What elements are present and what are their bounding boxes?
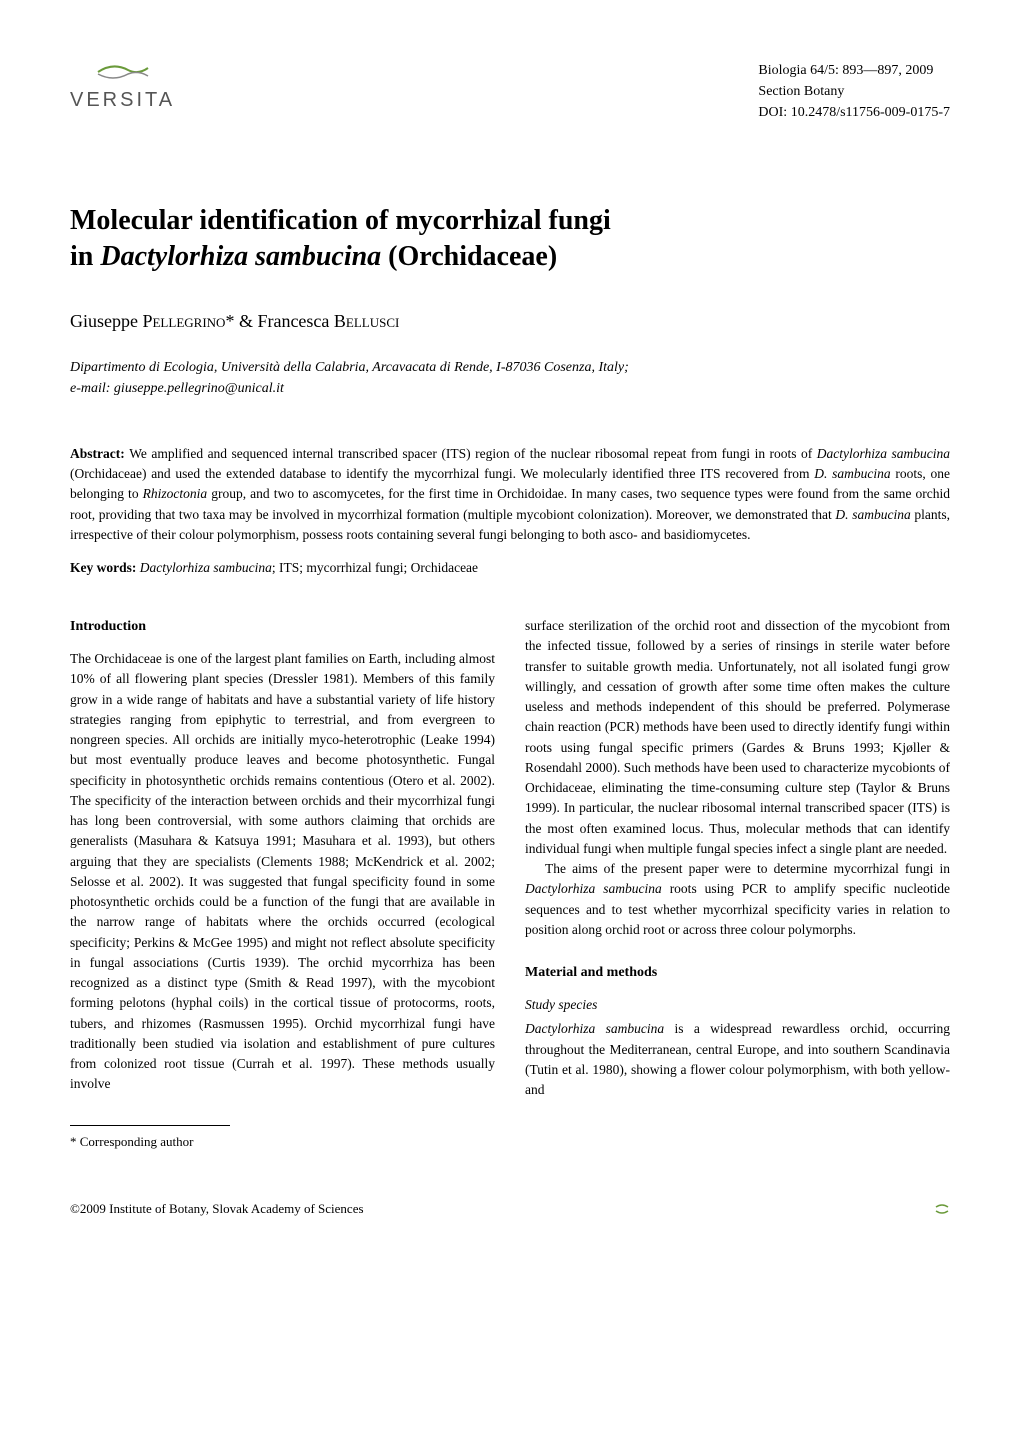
study-species-name: Dactylorhiza sambucina — [525, 1021, 664, 1036]
author2-last: Bellusci — [334, 311, 399, 331]
journal-section: Section Botany — [758, 81, 950, 102]
keywords-rest: ; ITS; mycorrhizal fungi; Orchidaceae — [272, 560, 478, 575]
author1-mark: * — [225, 311, 239, 331]
keywords: Key words: Dactylorhiza sambucina; ITS; … — [70, 560, 950, 576]
author2-first: Francesca — [257, 311, 333, 331]
author1-last: Pellegrino — [142, 311, 225, 331]
authors: Giuseppe Pellegrino* & Francesca Bellusc… — [70, 311, 950, 332]
abstract-species-1: Dactylorhiza sambucina — [817, 446, 950, 461]
publisher-logo-text: VERSITA — [70, 89, 175, 112]
intro-p3-species: Dactylorhiza sambucina — [525, 881, 662, 896]
introduction-p1: The Orchidaceae is one of the largest pl… — [70, 649, 495, 1095]
abstract: Abstract: We amplified and sequenced int… — [70, 444, 950, 545]
introduction-p2: surface sterilization of the orchid root… — [525, 616, 950, 859]
author1-first: Giuseppe — [70, 311, 142, 331]
study-species-p1: Dactylorhiza sambucina is a widespread r… — [525, 1019, 950, 1100]
intro-p3-pre: The aims of the present paper were to de… — [545, 861, 950, 876]
affiliation: Dipartimento di Ecologia, Università del… — [70, 357, 950, 399]
abstract-label: Abstract: — [70, 446, 129, 461]
study-species-subheading: Study species — [525, 995, 950, 1015]
journal-citation: Biologia 64/5: 893—897, 2009 — [758, 60, 950, 81]
title-line2-suffix: (Orchidaceae) — [381, 241, 557, 272]
keywords-label: Key words: — [70, 560, 140, 575]
introduction-heading: Introduction — [70, 616, 495, 637]
keyword-species: Dactylorhiza sambucina — [140, 560, 272, 575]
versita-logo-mark — [93, 60, 153, 85]
footnote-rule — [70, 1125, 230, 1126]
corresponding-author-footnote: * Corresponding author — [70, 1132, 495, 1152]
copyright-text: ©2009 Institute of Botany, Slovak Academ… — [70, 1201, 364, 1217]
affiliation-email: e-mail: giuseppe.pellegrino@unical.it — [70, 381, 284, 396]
abstract-species-2: D. sambucina — [814, 466, 890, 481]
materials-heading: Material and methods — [525, 962, 950, 983]
paper-title: Molecular identification of mycorrhizal … — [70, 203, 950, 276]
left-column: Introduction The Orchidaceae is one of t… — [70, 616, 495, 1151]
title-species: Dactylorhiza sambucina — [100, 241, 381, 272]
title-line2-prefix: in — [70, 241, 100, 272]
affiliation-line1: Dipartimento di Ecologia, Università del… — [70, 360, 629, 375]
abstract-species-3: D. sambucina — [835, 507, 910, 522]
right-column: surface sterilization of the orchid root… — [525, 616, 950, 1151]
journal-doi: DOI: 10.2478/s11756-009-0175-7 — [758, 102, 950, 123]
page-footer: ©2009 Institute of Botany, Slovak Academ… — [70, 1201, 950, 1217]
versita-footer-logo — [934, 1201, 950, 1217]
introduction-p3: The aims of the present paper were to de… — [525, 859, 950, 940]
publisher-logo: VERSITA — [70, 60, 175, 112]
authors-conjunction: & — [239, 311, 258, 331]
abstract-genus-1: Rhizoctonia — [143, 486, 208, 501]
title-line1: Molecular identification of mycorrhizal … — [70, 205, 611, 236]
journal-info: Biologia 64/5: 893—897, 2009 Section Bot… — [758, 60, 950, 123]
abstract-text-2: (Orchidaceae) and used the extended data… — [70, 466, 814, 481]
body-columns: Introduction The Orchidaceae is one of t… — [70, 616, 950, 1151]
header-row: VERSITA Biologia 64/5: 893—897, 2009 Sec… — [70, 60, 950, 123]
versita-footer-mark-icon — [934, 1201, 950, 1217]
abstract-text-1: We amplified and sequenced internal tran… — [129, 446, 817, 461]
